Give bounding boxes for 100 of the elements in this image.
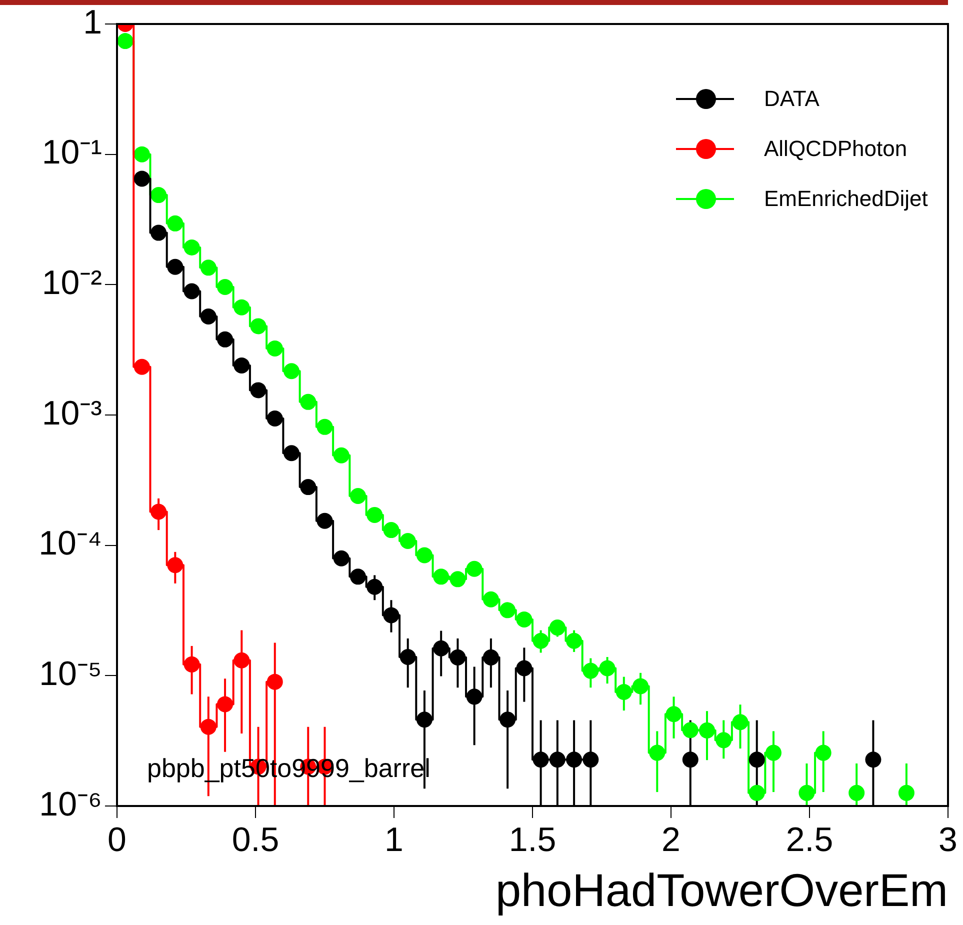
point [699, 722, 716, 738]
point [383, 607, 400, 624]
point [184, 239, 200, 256]
point [582, 752, 599, 768]
point [250, 382, 266, 398]
point [316, 512, 333, 529]
point [532, 752, 549, 768]
point [416, 547, 432, 564]
point [516, 660, 532, 676]
legend-label: DATA [764, 86, 820, 112]
point [466, 688, 482, 705]
y-tick-label: 10⁻² [42, 264, 102, 302]
point [599, 660, 616, 676]
point [500, 712, 516, 728]
point [333, 550, 350, 566]
point [217, 331, 234, 348]
point [848, 784, 865, 801]
point [748, 752, 765, 768]
point [333, 447, 350, 464]
point [682, 722, 698, 738]
point [316, 418, 333, 435]
point [815, 744, 832, 761]
point [366, 578, 383, 595]
x-tick-label: 1 [384, 820, 404, 859]
point [649, 744, 666, 761]
point [450, 571, 466, 588]
point [566, 752, 582, 768]
point [266, 410, 283, 427]
point [134, 146, 150, 162]
point [566, 632, 582, 649]
point [383, 522, 400, 538]
x-tick-label: 0.5 [232, 820, 280, 859]
point [898, 784, 914, 801]
point [284, 445, 300, 462]
point [300, 479, 316, 496]
x-tick-label: 2.5 [786, 820, 834, 859]
point [200, 718, 216, 735]
point [532, 632, 549, 649]
y-tick-label: 1 [83, 3, 102, 42]
x-tick-label: 2 [662, 820, 680, 859]
y-tick-label: 10⁻⁶ [39, 785, 102, 824]
point [266, 340, 283, 356]
point [250, 318, 266, 334]
x-axis-title: phoHadTowerOverEm [495, 864, 948, 916]
point [632, 678, 649, 694]
x-tick-label: 0 [108, 820, 126, 859]
point [350, 568, 366, 585]
point [549, 620, 566, 636]
point [150, 224, 167, 241]
point [500, 602, 516, 618]
point [266, 674, 283, 690]
point [167, 258, 184, 275]
y-tick-label: 10⁻⁵ [39, 655, 102, 694]
y-tick-label: 10⁻¹ [42, 134, 102, 172]
point [366, 506, 383, 523]
point [616, 684, 632, 700]
point [184, 656, 200, 672]
point [865, 752, 882, 768]
legend-label: EmEnrichedDijet [764, 186, 928, 212]
point [184, 283, 200, 300]
point [217, 696, 234, 712]
point [765, 744, 782, 761]
point [117, 33, 134, 50]
point [167, 215, 184, 232]
point [433, 568, 450, 585]
point [150, 504, 167, 520]
point [732, 714, 748, 730]
point [167, 557, 184, 574]
point [798, 784, 815, 801]
point [516, 611, 532, 628]
point [682, 752, 698, 768]
point [350, 488, 366, 504]
point [150, 187, 167, 204]
point [400, 649, 416, 666]
point [549, 752, 566, 768]
x-tick-label: 3 [938, 820, 958, 859]
point [466, 560, 482, 577]
point [482, 591, 499, 608]
point [716, 732, 732, 748]
point [134, 358, 150, 375]
point [582, 662, 599, 679]
point [482, 649, 499, 666]
point [200, 308, 216, 324]
point [217, 278, 234, 295]
point [284, 363, 300, 380]
x-tick-label: 1.5 [508, 820, 556, 859]
point [416, 712, 432, 728]
point [748, 784, 765, 801]
point [450, 649, 466, 666]
y-tick-label: 10⁻³ [42, 394, 102, 432]
point [666, 706, 682, 722]
point [234, 652, 250, 668]
point [234, 299, 250, 316]
point [234, 357, 250, 374]
point [134, 170, 150, 187]
point [433, 640, 450, 656]
point [400, 532, 416, 549]
y-tick-label: 10⁻⁴ [38, 524, 102, 563]
point [300, 394, 316, 410]
point [200, 260, 216, 276]
